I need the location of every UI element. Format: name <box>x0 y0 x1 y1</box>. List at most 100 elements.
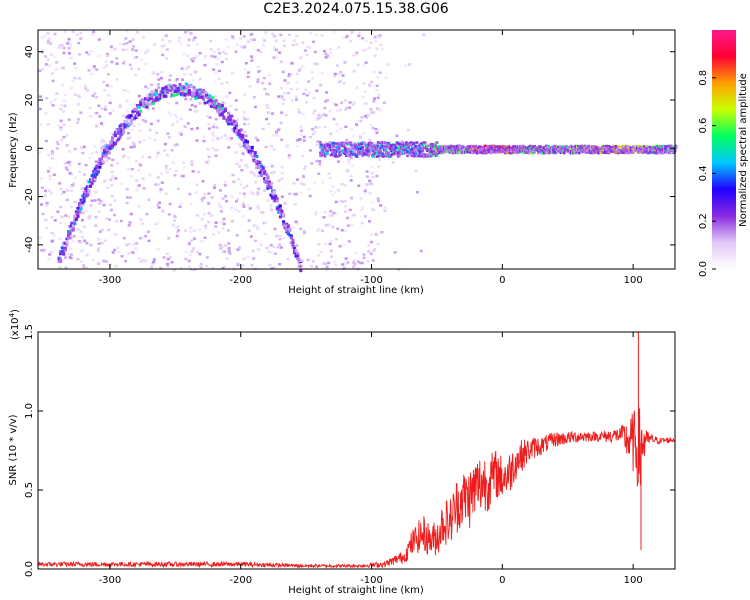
noise-cell <box>352 53 355 57</box>
noise-cell <box>378 158 382 161</box>
band-cell <box>392 143 395 147</box>
noise-cell <box>372 111 376 114</box>
band-cell <box>398 154 401 157</box>
noise-cell <box>368 140 372 143</box>
noise-cell <box>68 171 72 175</box>
noise-cell <box>373 54 377 57</box>
noise-cell <box>352 261 356 264</box>
arc-cell <box>269 193 273 197</box>
arc-cell <box>93 177 97 181</box>
noise-cell <box>201 180 205 183</box>
arc-cell <box>296 257 300 261</box>
arc-cell <box>106 149 110 153</box>
band-cell <box>332 144 335 147</box>
noise-cell <box>323 242 327 246</box>
noise-cell <box>100 139 104 142</box>
noise-cell <box>109 85 113 88</box>
arc-cell <box>143 97 147 101</box>
noise-cell <box>60 215 64 219</box>
noise-cell <box>374 127 378 131</box>
noise-cell <box>93 199 97 202</box>
noise-cell <box>243 93 247 97</box>
noise-cell <box>345 106 348 110</box>
band-cell <box>347 150 350 154</box>
noise-cell <box>269 251 273 254</box>
noise-cell <box>47 153 50 157</box>
band-cell <box>329 148 333 151</box>
band-cell <box>319 151 322 155</box>
arc-cell <box>175 93 179 97</box>
noise-cell <box>134 56 138 59</box>
arc-cell <box>244 145 248 149</box>
noise-cell <box>305 53 309 57</box>
noise-cell <box>78 53 81 56</box>
arc-cell <box>274 196 278 200</box>
band-cell <box>354 143 357 147</box>
arc-cell <box>104 155 108 159</box>
noise-cell <box>349 156 353 160</box>
arc-cell <box>114 134 118 138</box>
band-cell <box>667 147 671 150</box>
noise-cell <box>144 85 148 88</box>
noise-cell <box>345 138 349 142</box>
noise-cell <box>224 38 228 41</box>
noise-cell <box>45 204 49 207</box>
band-cell <box>419 154 422 158</box>
arc-cell <box>233 126 237 130</box>
band-cell <box>326 152 329 155</box>
arc-cell <box>134 108 138 112</box>
arc-cell <box>136 104 140 108</box>
noise-cell <box>263 87 267 91</box>
noise-cell <box>164 167 168 170</box>
noise-cell <box>107 228 111 232</box>
noise-cell <box>114 177 118 180</box>
noise-cell <box>376 76 380 79</box>
band-cell <box>653 146 656 149</box>
band-cell <box>345 151 348 155</box>
noise-cell <box>350 197 354 200</box>
noise-cell <box>343 229 347 232</box>
noise-cell <box>275 234 278 238</box>
noise-cell <box>355 86 359 90</box>
noise-cell <box>361 95 365 99</box>
noise-cell <box>355 123 359 126</box>
noise-cell <box>126 90 130 93</box>
noise-cell <box>188 230 192 233</box>
noise-cell <box>56 210 60 213</box>
noise-cell <box>313 130 317 133</box>
noise-cell <box>173 144 177 147</box>
noise-cell <box>209 48 213 51</box>
noise-cell <box>369 108 373 111</box>
noise-cell <box>225 81 229 84</box>
noise-cell <box>242 46 246 49</box>
noise-cell <box>280 195 284 198</box>
noise-cell <box>323 211 327 214</box>
noise-cell <box>73 176 77 180</box>
band-cell <box>406 154 409 158</box>
arc-cell <box>123 120 127 124</box>
snr-y-ticks: 0.00.51.01.5 <box>24 324 675 577</box>
snr-x-tick-label: 0 <box>499 575 505 586</box>
band-cell <box>323 147 327 150</box>
noise-cell <box>329 210 333 213</box>
noise-cell <box>383 206 387 209</box>
noise-cell <box>89 50 93 53</box>
noise-cell <box>245 184 249 188</box>
noise-cell <box>58 266 62 269</box>
noise-cell <box>281 70 285 74</box>
noise-cell <box>231 36 235 40</box>
noise-cell <box>256 175 260 178</box>
noise-cell <box>68 160 72 164</box>
noise-cell <box>60 67 64 70</box>
arc-cell <box>242 142 246 146</box>
noise-cell <box>246 40 250 44</box>
arc-cell <box>95 169 99 173</box>
noise-cell <box>376 107 380 110</box>
noise-cell <box>82 145 86 149</box>
noise-cell <box>82 211 86 214</box>
noise-cell <box>287 154 291 157</box>
noise-cell <box>157 86 161 89</box>
arc-cell <box>162 91 166 95</box>
noise-cell <box>302 183 306 186</box>
noise-cell <box>328 242 332 246</box>
